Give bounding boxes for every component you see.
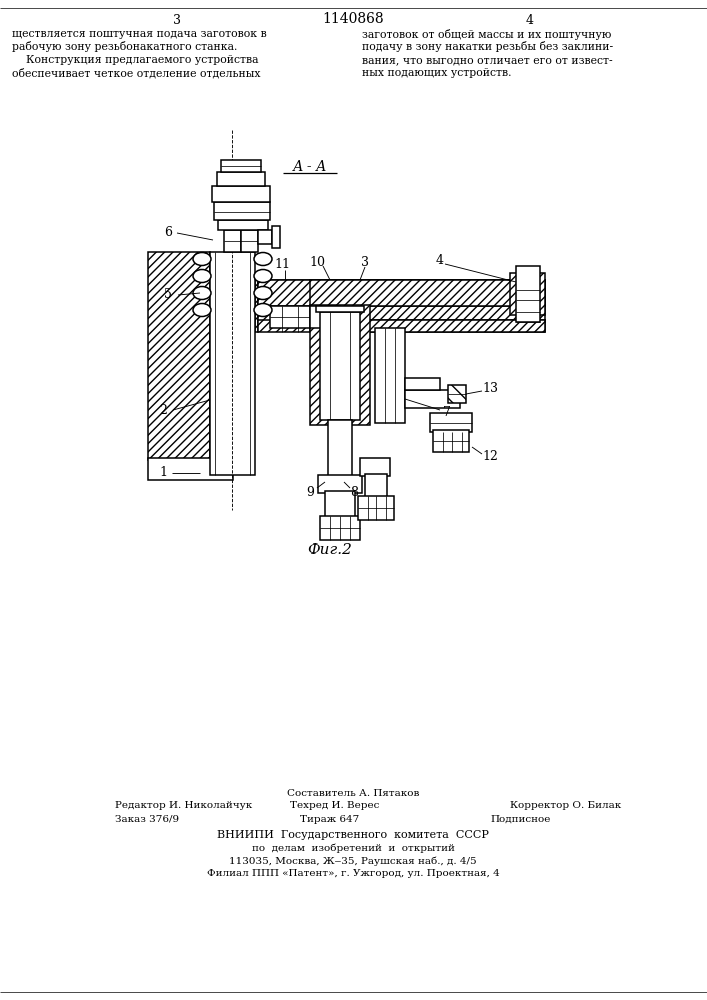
Ellipse shape <box>193 286 211 300</box>
Bar <box>258 280 545 306</box>
Text: вания, что выгодно отличает его от извест-: вания, что выгодно отличает его от извес… <box>362 55 613 65</box>
Text: 1140868: 1140868 <box>322 12 384 26</box>
Bar <box>310 280 545 306</box>
Bar <box>375 328 405 423</box>
Text: Фиг.2: Фиг.2 <box>308 543 352 557</box>
Text: 5: 5 <box>164 288 172 302</box>
Text: 6: 6 <box>164 227 172 239</box>
Bar <box>320 312 360 420</box>
Bar <box>212 186 270 202</box>
Ellipse shape <box>193 304 211 316</box>
Text: 13: 13 <box>482 381 498 394</box>
Text: обеспечивает четкое отделение отдельных: обеспечивает четкое отделение отдельных <box>12 68 260 78</box>
Text: 2: 2 <box>159 403 167 416</box>
Text: ных подающих устройств.: ных подающих устройств. <box>362 68 511 78</box>
Bar <box>218 220 268 230</box>
Bar <box>318 475 362 493</box>
Ellipse shape <box>254 304 272 316</box>
Bar <box>210 252 255 460</box>
Bar <box>433 430 469 452</box>
Bar <box>365 474 387 498</box>
Bar <box>310 305 370 425</box>
Text: Редактор И. Николайчук: Редактор И. Николайчук <box>115 802 252 810</box>
Bar <box>217 172 265 186</box>
Bar <box>430 413 472 432</box>
Text: 3: 3 <box>361 255 369 268</box>
Text: ществляется поштучная подача заготовок в: ществляется поштучная подача заготовок в <box>12 29 267 39</box>
Text: Конструкция предлагаемого устройства: Конструкция предлагаемого устройства <box>12 55 259 65</box>
Text: 9: 9 <box>306 486 314 498</box>
Bar <box>510 273 545 315</box>
Bar <box>258 320 545 332</box>
Bar <box>270 306 310 328</box>
Text: Филиал ППП «Патент», г. Ужгород, ул. Проектная, 4: Филиал ППП «Патент», г. Ужгород, ул. Про… <box>206 869 499 879</box>
Bar <box>360 458 390 476</box>
Bar <box>310 306 340 328</box>
Polygon shape <box>258 280 545 322</box>
Ellipse shape <box>254 252 272 265</box>
Ellipse shape <box>193 269 211 282</box>
Bar <box>328 420 352 476</box>
Text: 3: 3 <box>173 13 181 26</box>
Bar <box>148 458 233 480</box>
Bar <box>320 516 360 540</box>
Bar <box>221 160 261 172</box>
Text: Тираж 647: Тираж 647 <box>300 814 360 824</box>
Bar <box>325 491 355 517</box>
Text: 4: 4 <box>436 253 444 266</box>
Text: рабочую зону резьбонакатного станка.: рабочую зону резьбонакатного станка. <box>12 41 238 52</box>
Bar <box>310 320 545 332</box>
Text: Корректор О. Билак: Корректор О. Билак <box>510 802 621 810</box>
Text: Составитель А. Пятаков: Составитель А. Пятаков <box>287 788 419 798</box>
Text: Подписное: Подписное <box>490 814 550 824</box>
Bar <box>516 266 540 322</box>
Bar <box>405 378 440 390</box>
Text: 11: 11 <box>274 258 290 271</box>
Text: ВНИИПИ  Государственного  комитета  СССР: ВНИИПИ Государственного комитета СССР <box>217 830 489 840</box>
Text: Заказ 376/9: Заказ 376/9 <box>115 814 179 824</box>
Text: 1: 1 <box>159 466 167 480</box>
Text: 10: 10 <box>309 255 325 268</box>
Ellipse shape <box>193 252 211 265</box>
Text: Техред И. Верес: Техред И. Верес <box>291 802 380 810</box>
Bar <box>272 226 280 248</box>
Bar <box>214 202 270 220</box>
Text: 113035, Москва, Ж‒35, Раушская наб., д. 4/5: 113035, Москва, Ж‒35, Раушская наб., д. … <box>229 856 477 866</box>
Polygon shape <box>148 252 258 460</box>
Text: по  делам  изобретений  и  открытий: по делам изобретений и открытий <box>252 843 455 853</box>
Text: 7: 7 <box>443 406 451 420</box>
Text: 12: 12 <box>482 450 498 464</box>
Bar <box>448 385 466 403</box>
Bar <box>258 230 272 244</box>
Text: А - А: А - А <box>293 160 327 174</box>
Text: подачу в зону накатки резьбы без заклини-: подачу в зону накатки резьбы без заклини… <box>362 41 613 52</box>
Text: 8: 8 <box>350 486 358 498</box>
Ellipse shape <box>254 286 272 300</box>
Bar <box>224 230 241 252</box>
Bar <box>358 496 394 520</box>
Text: 4: 4 <box>526 13 534 26</box>
Bar <box>316 306 364 312</box>
Ellipse shape <box>254 269 272 282</box>
Bar <box>241 230 258 252</box>
Bar <box>210 252 255 475</box>
Bar <box>405 390 460 408</box>
Text: заготовок от общей массы и их поштучную: заготовок от общей массы и их поштучную <box>362 28 612 39</box>
